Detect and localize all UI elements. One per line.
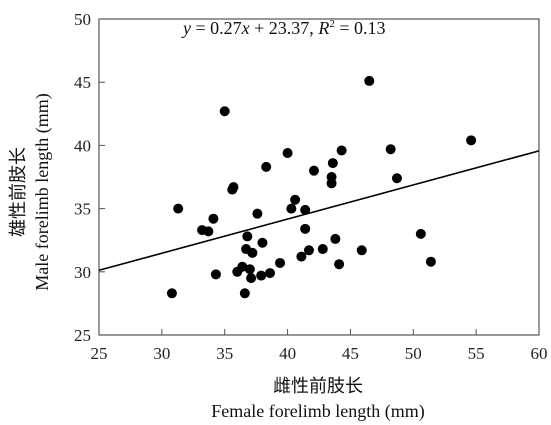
data-point (261, 162, 271, 172)
data-point (275, 258, 285, 268)
equation-intercept: + 23.37, (250, 18, 319, 38)
y-tick-label: 30 (74, 263, 91, 282)
data-point (256, 271, 266, 281)
data-point (247, 248, 257, 258)
data-point (265, 268, 275, 278)
plot-frame (99, 19, 539, 335)
data-point (257, 238, 267, 248)
data-point (300, 224, 310, 234)
data-point (203, 226, 213, 236)
y-axis-label-chinese: 雄性前肢长 (8, 147, 29, 237)
x-tick-label: 60 (531, 344, 548, 363)
data-point (283, 148, 293, 158)
data-point (357, 245, 367, 255)
plot-axes (99, 19, 539, 335)
data-point (426, 257, 436, 267)
y-tick-label: 35 (74, 200, 91, 219)
data-point (246, 273, 256, 283)
x-tick-label: 45 (342, 344, 359, 363)
data-point (300, 205, 310, 215)
y-tick-label: 50 (74, 10, 91, 29)
y-tick-label: 25 (74, 326, 91, 345)
data-point (328, 158, 338, 168)
data-point (416, 229, 426, 239)
data-point (240, 288, 250, 298)
y-axis-label: Male forelimb length (mm) (32, 93, 53, 290)
equation-equals: = (191, 18, 210, 38)
regression-equation: y = 0.27x + 23.37, R2 = 0.13 (181, 18, 385, 38)
x-axis-label-chinese: 雌性前肢长 (273, 376, 363, 397)
data-point (364, 76, 374, 86)
data-point (290, 195, 300, 205)
y-tick-label: 40 (74, 136, 91, 155)
data-point (330, 234, 340, 244)
regression-line (99, 151, 539, 270)
data-point (242, 231, 252, 241)
equation-x-var: x (241, 18, 250, 38)
equation-r2-value: = 0.13 (335, 18, 386, 38)
data-point (211, 269, 221, 279)
data-point (386, 144, 396, 154)
data-point (286, 204, 296, 214)
data-point (252, 209, 262, 219)
data-points (167, 76, 476, 298)
axis-ticks: 25 30 35 40 45 50 55 60 25 30 35 40 45 50 (74, 10, 548, 363)
data-point (466, 135, 476, 145)
equation-y-var: y (181, 18, 191, 38)
x-tick-label: 35 (216, 344, 233, 363)
data-point (229, 182, 239, 192)
x-tick-label: 50 (405, 344, 422, 363)
data-point (309, 166, 319, 176)
equation-r2-var: R (317, 18, 329, 38)
x-tick-label: 40 (279, 344, 296, 363)
x-tick-label: 55 (468, 344, 485, 363)
data-point (173, 204, 183, 214)
x-axis-label: Female forelimb length (mm) (211, 401, 424, 422)
data-point (220, 106, 230, 116)
regression-line-group (99, 151, 539, 270)
data-point (245, 264, 255, 274)
data-point (208, 214, 218, 224)
data-point (327, 178, 337, 188)
data-point (392, 173, 402, 183)
data-point (318, 244, 328, 254)
y-tick-label: 45 (74, 73, 91, 92)
data-point (304, 245, 314, 255)
x-tick-label: 30 (153, 344, 170, 363)
data-point (334, 259, 344, 269)
data-point (337, 145, 347, 155)
equation-slope: 0.27 (210, 18, 242, 38)
x-tick-label: 25 (91, 344, 108, 363)
data-point (167, 288, 177, 298)
